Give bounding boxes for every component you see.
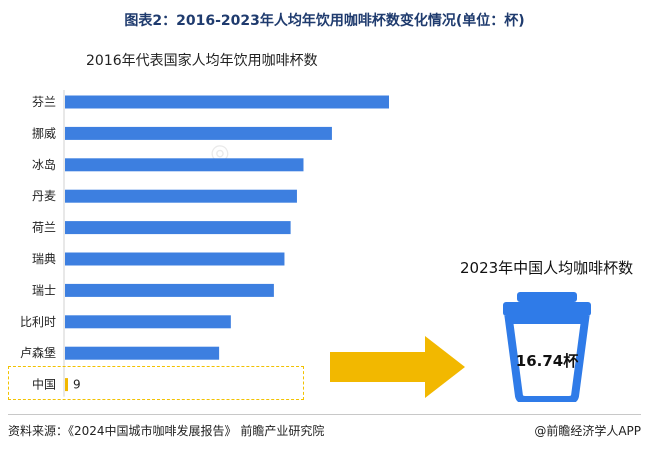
bar <box>65 315 231 329</box>
bar <box>65 158 304 172</box>
bar <box>65 283 274 297</box>
bar <box>65 252 285 266</box>
footer-divider <box>8 414 641 415</box>
arrow-right-icon <box>330 336 465 398</box>
china-highlight-box <box>8 366 304 400</box>
credit: @前瞻经济学人APP <box>534 424 641 438</box>
bar <box>65 126 332 140</box>
category-label: 瑞士 <box>32 283 56 297</box>
bar <box>65 378 68 392</box>
bar <box>65 221 291 235</box>
category-label: 荷兰 <box>32 221 56 235</box>
chart-title: 2016年代表国家人均年饮用咖啡杯数 <box>86 53 318 69</box>
category-label: 冰岛 <box>32 157 56 172</box>
category-label: 芬兰 <box>32 95 56 109</box>
figure-title: 图表2：2016-2023年人均年饮用咖啡杯数变化情况(单位：杯) <box>124 13 525 29</box>
category-label: 瑞典 <box>32 252 56 266</box>
category-label: 中国 <box>32 377 56 392</box>
category-label: 挪威 <box>32 126 56 140</box>
cup-value: 16.74杯 <box>515 352 579 370</box>
bar <box>65 346 220 360</box>
category-label: 丹麦 <box>32 189 56 203</box>
panel-2023-title: 2023年中国人均咖啡杯数 <box>460 259 634 277</box>
bar <box>65 95 389 109</box>
source-note: 资料来源：《2024中国城市咖啡发展报告》 前瞻产业研究院 <box>8 424 325 438</box>
category-label: 卢森堡 <box>20 345 56 360</box>
data-label: 9 <box>73 378 81 392</box>
category-label: 比利时 <box>20 315 56 329</box>
bar <box>65 189 297 203</box>
coffee-cup-icon <box>503 292 591 402</box>
